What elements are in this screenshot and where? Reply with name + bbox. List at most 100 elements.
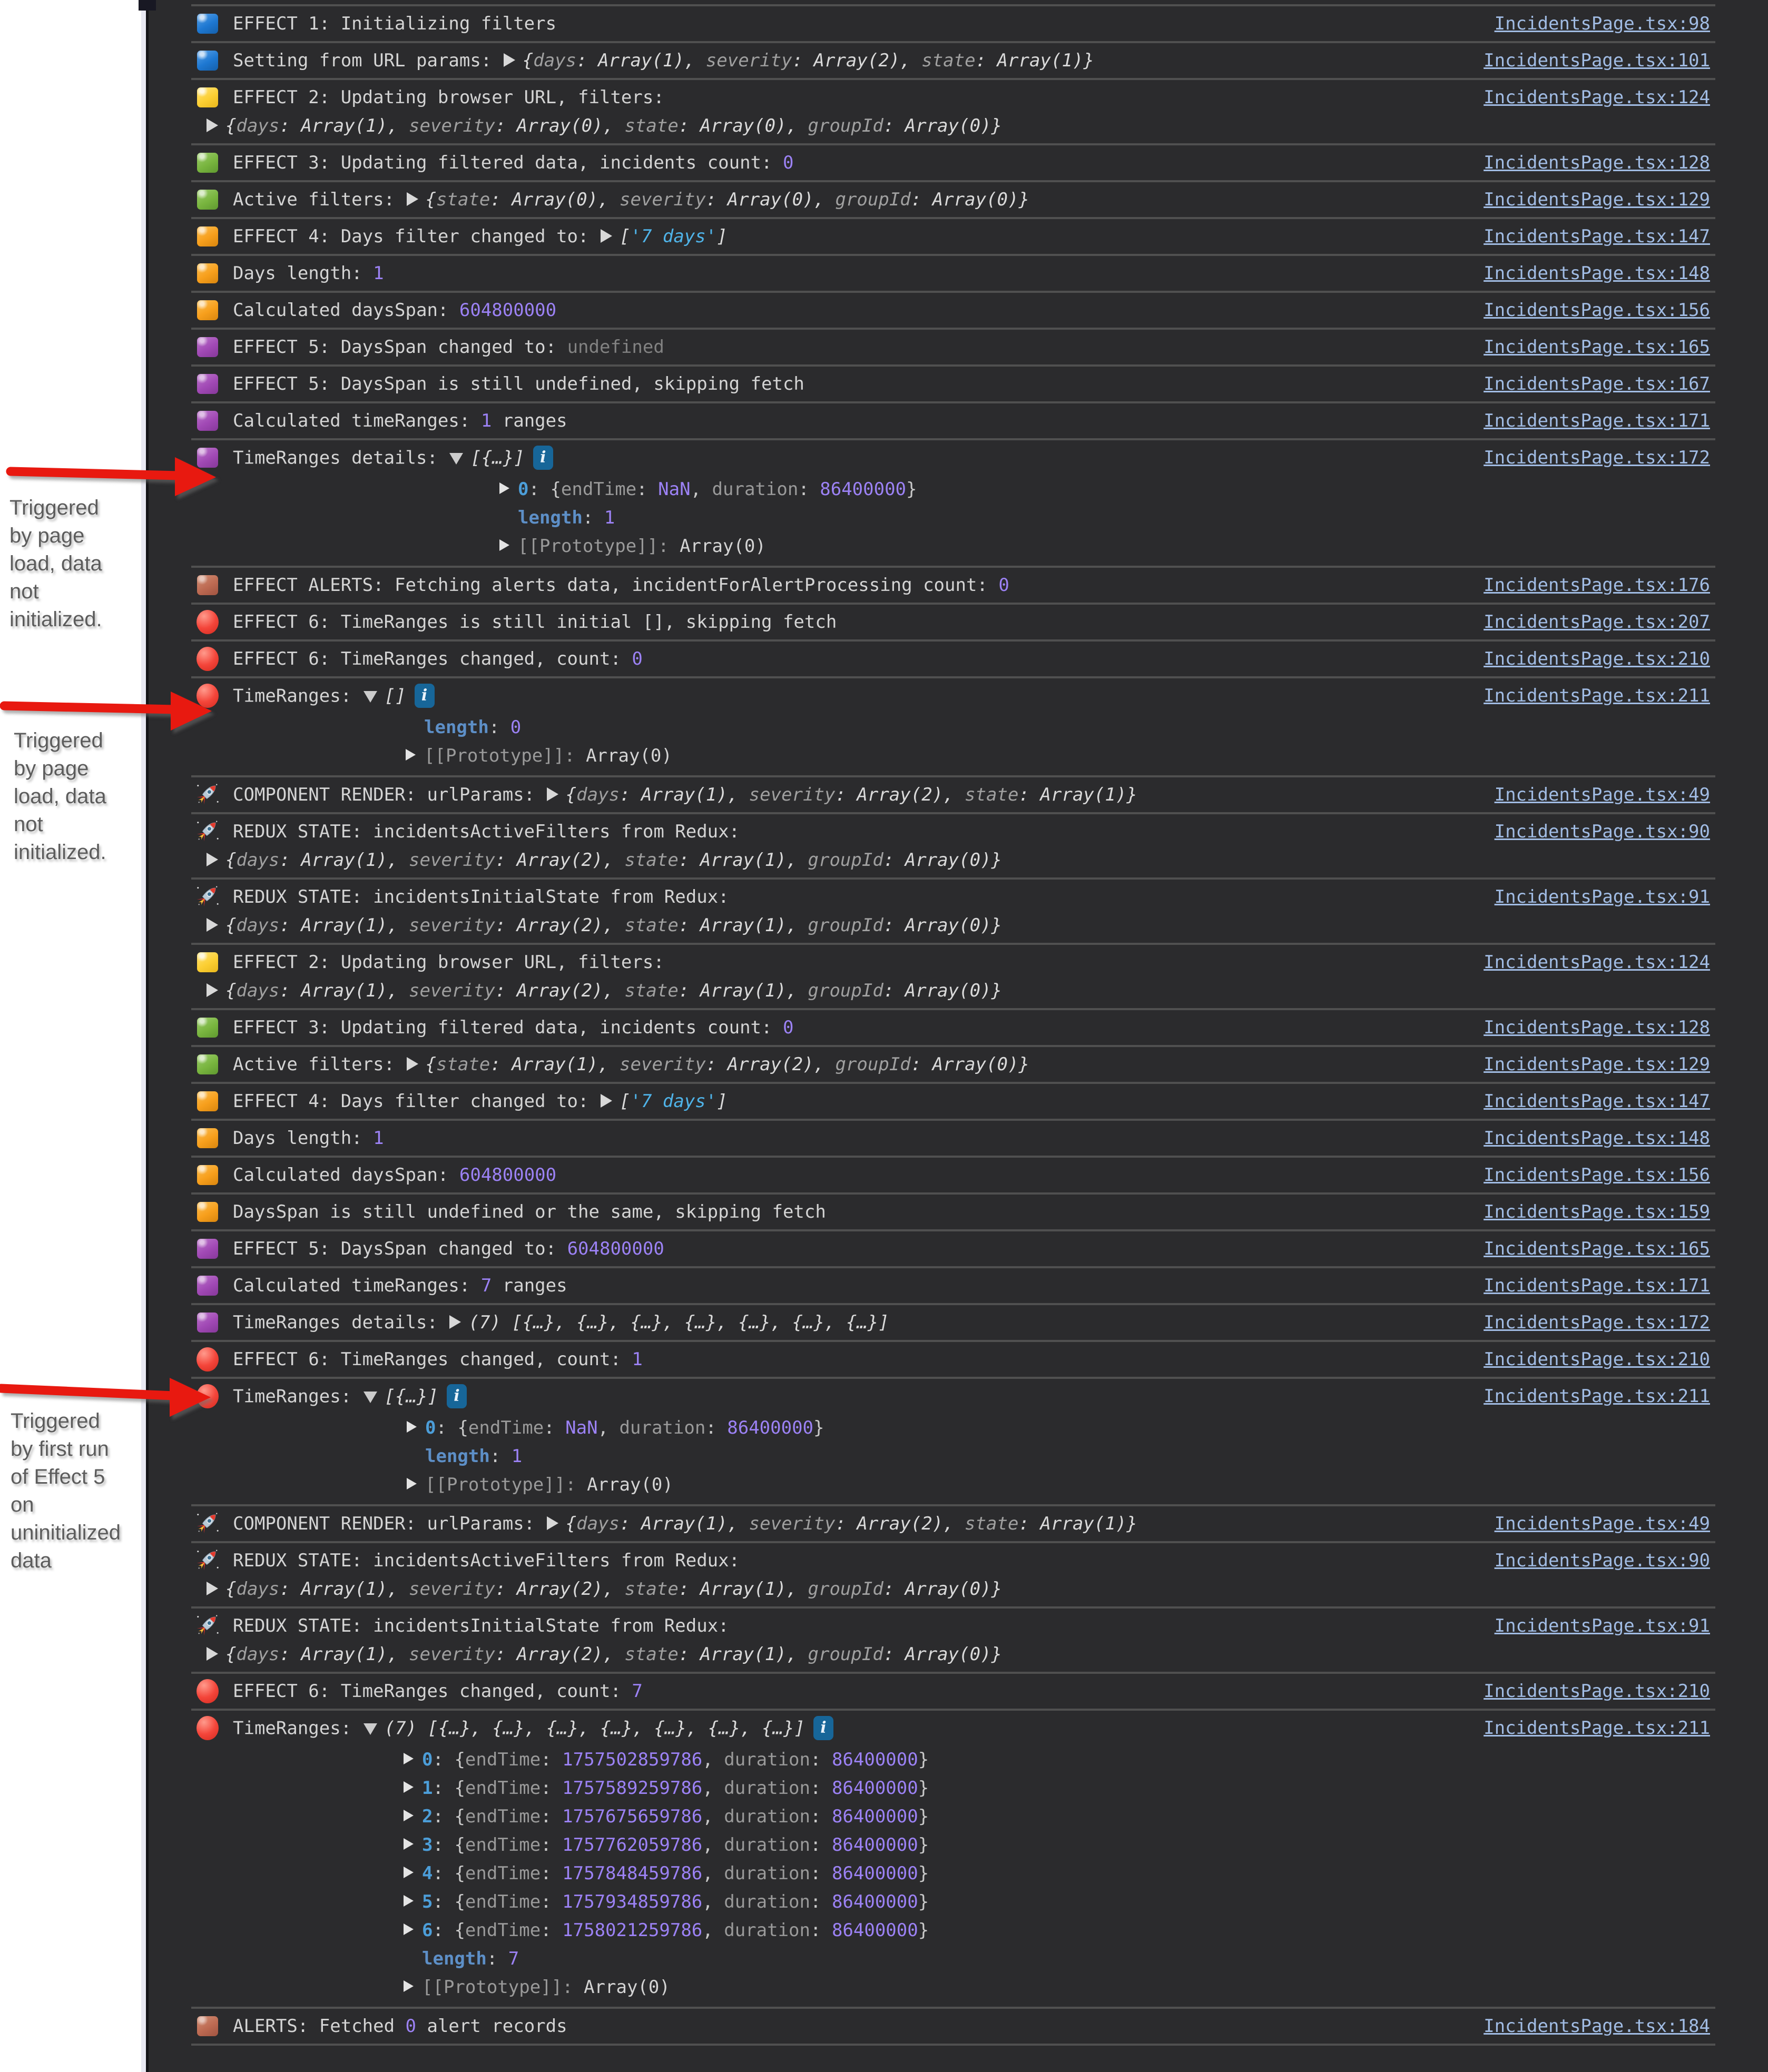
source-location-link[interactable]: IncidentsPage.tsx:211 (1484, 685, 1710, 706)
source-location-link[interactable]: IncidentsPage.tsx:49 (1494, 1513, 1710, 1534)
source-location-link[interactable]: IncidentsPage.tsx:171 (1484, 410, 1710, 431)
log-text-segment: , (702, 1863, 724, 1884)
expand-arrow-icon[interactable] (207, 118, 218, 132)
source-location-link[interactable]: IncidentsPage.tsx:129 (1484, 1054, 1710, 1075)
source-location-link[interactable]: IncidentsPage.tsx:184 (1484, 2016, 1710, 2037)
source-location-link[interactable]: IncidentsPage.tsx:90 (1494, 821, 1710, 842)
log-text-segment: Array(0) (905, 850, 991, 871)
annotation-line: of Effect 5 (11, 1465, 105, 1488)
collapse-arrow-icon[interactable] (363, 691, 377, 703)
source-location-link[interactable]: IncidentsPage.tsx:156 (1484, 300, 1710, 321)
expand-arrow-icon[interactable] (600, 1093, 612, 1108)
expand-arrow-icon[interactable] (404, 1838, 414, 1850)
source-location-link[interactable]: IncidentsPage.tsx:171 (1484, 1275, 1710, 1296)
log-icon-cell (196, 12, 219, 36)
source-location-link[interactable]: IncidentsPage.tsx:176 (1484, 575, 1710, 596)
log-text-segment: 1 (604, 507, 615, 528)
collapse-arrow-icon[interactable] (363, 1392, 377, 1403)
log-text-segment: severity (409, 1578, 495, 1600)
log-text-segment: } (1126, 1513, 1137, 1534)
source-location-link[interactable]: IncidentsPage.tsx:91 (1494, 1615, 1710, 1636)
collapse-arrow-icon[interactable] (363, 1723, 377, 1735)
expand-arrow-icon[interactable] (406, 1057, 418, 1071)
scrollbar-thumb[interactable] (139, 0, 156, 11)
source-location-link[interactable]: IncidentsPage.tsx:167 (1484, 373, 1710, 394)
expand-arrow-icon[interactable] (404, 1810, 414, 1821)
expand-arrow-icon[interactable] (207, 1581, 218, 1595)
expand-arrow-icon[interactable] (546, 787, 558, 801)
log-text-segment: Array(2) (516, 850, 603, 871)
expand-arrow-icon[interactable] (503, 53, 515, 67)
source-location-link[interactable]: IncidentsPage.tsx:147 (1484, 1091, 1710, 1112)
expand-arrow-icon[interactable] (449, 1315, 461, 1329)
log-text-segment: , (786, 1644, 808, 1665)
source-location-link[interactable]: IncidentsPage.tsx:91 (1494, 886, 1710, 907)
expand-arrow-icon[interactable] (404, 1923, 414, 1935)
log-text-segment: } (991, 980, 1003, 1001)
source-location-link[interactable]: IncidentsPage.tsx:172 (1484, 447, 1710, 468)
console-log-row: Active filters: {state: Array(1), severi… (191, 1047, 1715, 1084)
expand-arrow-icon[interactable] (404, 1867, 414, 1878)
expand-arrow-icon[interactable] (404, 1781, 414, 1793)
expand-arrow-icon[interactable] (406, 749, 416, 761)
source-location-link[interactable]: IncidentsPage.tsx:148 (1484, 263, 1710, 284)
expand-arrow-icon[interactable] (499, 482, 509, 494)
scrollbar-track[interactable] (141, 0, 146, 2072)
log-icon-cell (196, 409, 219, 433)
source-location-link[interactable]: IncidentsPage.tsx:211 (1484, 1386, 1710, 1407)
source-location-link[interactable]: IncidentsPage.tsx:124 (1484, 952, 1710, 973)
expand-arrow-icon[interactable] (404, 1980, 414, 1992)
source-location-link[interactable]: IncidentsPage.tsx:129 (1484, 189, 1710, 210)
log-text-segment: Array(0) (932, 1054, 1019, 1075)
source-location-link[interactable]: IncidentsPage.tsx:210 (1484, 1349, 1710, 1370)
log-text-segment: days (533, 50, 577, 71)
expand-arrow-icon[interactable] (207, 983, 218, 997)
source-location-link[interactable]: IncidentsPage.tsx:211 (1484, 1718, 1710, 1739)
expand-arrow-icon[interactable] (407, 1421, 417, 1433)
brown-square-icon (197, 575, 218, 595)
source-location-link[interactable]: IncidentsPage.tsx:210 (1484, 648, 1710, 669)
expand-arrow-icon[interactable] (207, 917, 218, 932)
source-location-link[interactable]: IncidentsPage.tsx:165 (1484, 337, 1710, 358)
source-location-link[interactable]: IncidentsPage.tsx:49 (1494, 784, 1710, 805)
log-text-segment: , (387, 115, 409, 136)
source-location-link[interactable]: IncidentsPage.tsx:98 (1494, 13, 1710, 34)
source-location-link[interactable]: IncidentsPage.tsx:90 (1494, 1550, 1710, 1571)
log-text-segment: EFFECT 4: Days filter changed to: (233, 226, 600, 247)
expand-arrow-icon[interactable] (407, 1478, 417, 1489)
source-location-link[interactable]: IncidentsPage.tsx:210 (1484, 1681, 1710, 1702)
log-text-segment: severity (409, 980, 495, 1001)
collapse-arrow-icon[interactable] (449, 453, 464, 465)
expand-arrow-icon[interactable] (546, 1516, 558, 1530)
source-location-link[interactable]: IncidentsPage.tsx:159 (1484, 1201, 1710, 1222)
log-text-segment: 604800000 (459, 1165, 557, 1186)
source-location-link[interactable]: IncidentsPage.tsx:165 (1484, 1238, 1710, 1259)
console-log-list: EFFECT 1: Initializing filters IncidentsP… (191, 0, 1715, 2046)
source-location-link[interactable]: IncidentsPage.tsx:124 (1484, 87, 1710, 108)
log-text-segment: [ (619, 1091, 631, 1112)
source-location-link[interactable]: IncidentsPage.tsx:148 (1484, 1128, 1710, 1149)
log-text-segment: , (786, 980, 808, 1001)
object-property-row: 1: {endTime: 1757589259786, duration: 86… (404, 1774, 1710, 1802)
expand-arrow-icon[interactable] (600, 229, 612, 243)
source-location-link[interactable]: IncidentsPage.tsx:172 (1484, 1312, 1710, 1333)
source-location-link[interactable]: IncidentsPage.tsx:147 (1484, 226, 1710, 247)
source-location-link[interactable]: IncidentsPage.tsx:101 (1484, 50, 1710, 71)
log-text-segment: { (454, 1749, 465, 1770)
expand-arrow-icon[interactable] (406, 192, 418, 206)
expand-arrow-icon[interactable] (404, 1895, 414, 1907)
source-location-link[interactable]: IncidentsPage.tsx:128 (1484, 152, 1710, 173)
source-location-link[interactable]: IncidentsPage.tsx:128 (1484, 1017, 1710, 1038)
log-text-segment: 0 (782, 1017, 794, 1038)
expand-arrow-icon[interactable] (499, 539, 509, 551)
expand-arrow-icon[interactable] (207, 852, 218, 866)
expand-arrow-icon[interactable] (404, 1753, 414, 1764)
log-text-segment: { (454, 1778, 465, 1799)
expand-arrow-icon[interactable] (207, 1646, 218, 1661)
log-text-segment: Array(1) (301, 850, 388, 871)
annotation-line: data (11, 1549, 52, 1572)
source-location-link[interactable]: IncidentsPage.tsx:207 (1484, 611, 1710, 633)
console-log-row: Days length: 1 IncidentsPage.tsx:148 (191, 256, 1715, 293)
source-location-link[interactable]: IncidentsPage.tsx:156 (1484, 1165, 1710, 1186)
log-text-segment: : (490, 1054, 512, 1075)
